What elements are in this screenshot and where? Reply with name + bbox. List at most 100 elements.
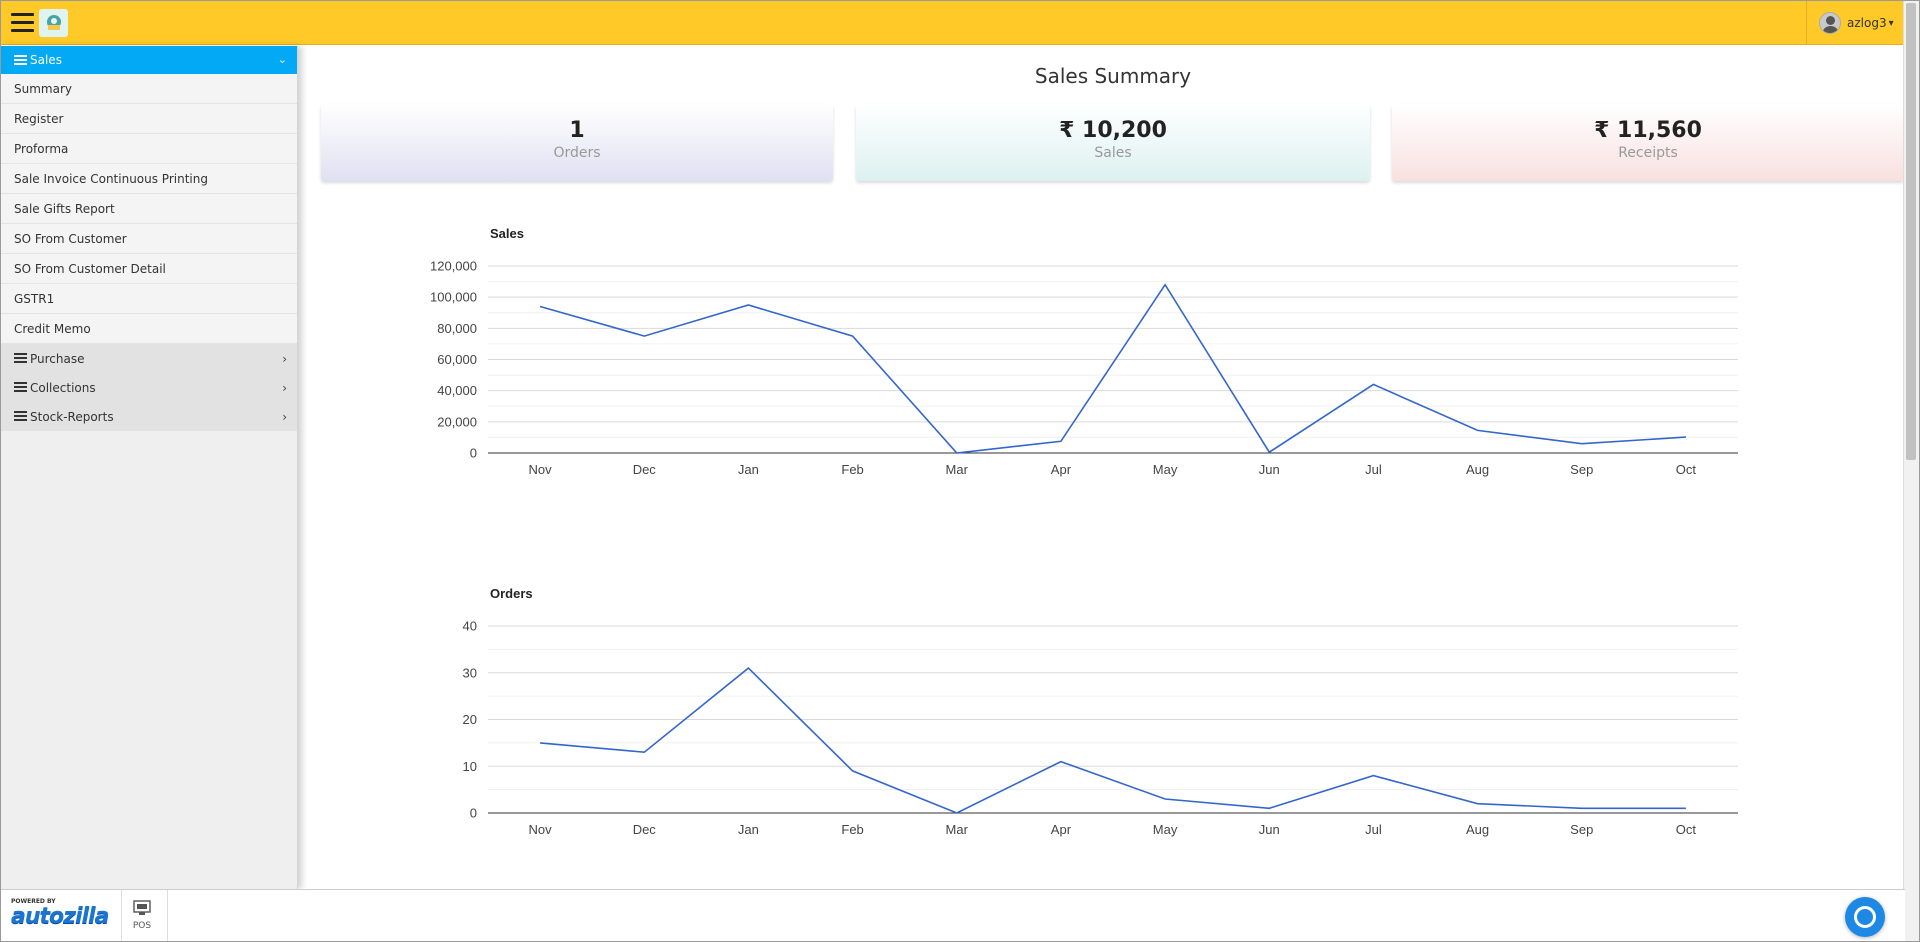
brand-name: autozilla xyxy=(11,904,109,929)
scrollbar-thumb[interactable] xyxy=(1906,3,1916,460)
sales-label: Sales xyxy=(1094,145,1132,161)
sales-submenu: Summary Register Proforma Sale Invoice C… xyxy=(1,74,297,344)
y-tick-label: 80,000 xyxy=(437,321,477,336)
sidebar-menu-sales[interactable]: Sales ⌄ xyxy=(1,46,297,74)
sidebar-item-sale-gifts-report[interactable]: Sale Gifts Report xyxy=(1,194,297,224)
data-point[interactable] xyxy=(1163,796,1168,801)
data-point[interactable] xyxy=(954,451,959,456)
sidebar-group-label: Stock-Reports xyxy=(30,409,114,424)
sidebar-item-so-from-customer-detail[interactable]: SO From Customer Detail xyxy=(1,254,297,284)
data-point[interactable] xyxy=(850,768,855,773)
orders-label: Orders xyxy=(553,145,601,161)
sales-card[interactable]: ₹ 10,200 Sales xyxy=(856,104,1370,181)
y-tick-label: 40 xyxy=(463,619,477,634)
data-point[interactable] xyxy=(954,811,959,816)
app-logo-icon[interactable] xyxy=(39,9,68,37)
main-content: Sales Summary 1 Orders ₹ 10,200 Sales ₹ … xyxy=(298,46,1905,889)
x-tick-label: Sep xyxy=(1570,462,1593,477)
data-point[interactable] xyxy=(642,750,647,755)
data-point[interactable] xyxy=(538,740,543,745)
x-tick-label: Apr xyxy=(1051,462,1072,477)
sidebar-group-label: Purchase xyxy=(30,351,85,366)
data-point[interactable] xyxy=(1579,441,1584,446)
sidebar-item-so-from-customer[interactable]: SO From Customer xyxy=(1,224,297,254)
menu-list-icon xyxy=(14,54,27,66)
data-point[interactable] xyxy=(1058,759,1063,764)
hamburger-icon[interactable] xyxy=(11,13,34,33)
x-tick-label: Jan xyxy=(738,822,759,837)
receipts-card[interactable]: ₹ 11,560 Receipts xyxy=(1392,104,1904,181)
orders-card[interactable]: 1 Orders xyxy=(321,104,833,181)
pos-button[interactable]: POS xyxy=(127,900,157,931)
data-point[interactable] xyxy=(850,334,855,339)
y-tick-label: 40,000 xyxy=(437,383,477,398)
sidebar-group-collections[interactable]: Collections › xyxy=(1,373,297,402)
chevron-down-icon: ⌄ xyxy=(277,53,287,66)
data-point[interactable] xyxy=(538,304,543,309)
sidebar-item-register[interactable]: Register xyxy=(1,104,297,134)
data-point[interactable] xyxy=(1371,773,1376,778)
data-point[interactable] xyxy=(746,666,751,671)
chevron-down-icon: ▾ xyxy=(1888,17,1894,29)
chevron-right-icon: › xyxy=(282,380,287,395)
x-tick-label: Jul xyxy=(1365,822,1382,837)
menu-list-icon xyxy=(14,411,27,422)
sidebar-item-credit-memo[interactable]: Credit Memo xyxy=(1,314,297,344)
x-tick-label: Jun xyxy=(1259,822,1280,837)
powered-by-text: POWERED BY xyxy=(11,898,56,905)
chart-title: Sales xyxy=(490,226,524,241)
receipts-label: Receipts xyxy=(1618,145,1678,161)
x-tick-label: Aug xyxy=(1466,462,1489,477)
data-point[interactable] xyxy=(1058,439,1063,444)
data-point[interactable] xyxy=(1475,428,1480,433)
vertical-scrollbar[interactable] xyxy=(1903,1,1919,941)
autozilla-logo: POWERED BY autozilla xyxy=(11,898,121,936)
y-tick-label: 30 xyxy=(463,665,477,680)
x-tick-label: Feb xyxy=(841,462,863,477)
data-point[interactable] xyxy=(1371,382,1376,387)
data-point[interactable] xyxy=(1267,806,1272,811)
x-tick-label: Jul xyxy=(1365,462,1382,477)
chat-icon[interactable] xyxy=(1845,897,1885,937)
data-point[interactable] xyxy=(1163,282,1168,287)
user-avatar-icon xyxy=(1819,12,1841,34)
sales-value: ₹ 10,200 xyxy=(1059,118,1167,143)
sidebar: Sales ⌄ Summary Register Proforma Sale I… xyxy=(1,46,298,889)
x-tick-label: Jan xyxy=(738,462,759,477)
x-tick-label: Apr xyxy=(1051,822,1072,837)
data-point[interactable] xyxy=(746,302,751,307)
pos-label: POS xyxy=(132,921,152,931)
x-tick-label: Dec xyxy=(633,462,657,477)
sidebar-item-proforma[interactable]: Proforma xyxy=(1,134,297,164)
y-tick-label: 20,000 xyxy=(437,414,477,429)
x-tick-label: Oct xyxy=(1676,462,1697,477)
y-tick-label: 0 xyxy=(470,806,477,821)
x-tick-label: Sep xyxy=(1570,822,1593,837)
receipts-value: ₹ 11,560 xyxy=(1594,118,1702,143)
data-point[interactable] xyxy=(1267,450,1272,455)
data-point[interactable] xyxy=(1579,806,1584,811)
x-tick-label: May xyxy=(1153,822,1178,837)
x-tick-label: May xyxy=(1153,462,1178,477)
x-tick-label: Nov xyxy=(529,822,553,837)
data-point[interactable] xyxy=(642,334,647,339)
chart-svg: Orders 0 10 20 30 40 Nov Dec Jan Feb Mar Apr May Jun J… xyxy=(463,586,1738,837)
sidebar-item-summary[interactable]: Summary xyxy=(1,74,297,104)
chart-svg: Sales 0 20,000 40,000 60,000 80,000 100,000 120… xyxy=(430,226,1738,477)
sidebar-item-sale-invoice-continuous-printing[interactable]: Sale Invoice Continuous Printing xyxy=(1,164,297,194)
series-line xyxy=(539,283,1686,454)
data-point[interactable] xyxy=(1683,806,1688,811)
orders-chart: Orders 0 10 20 30 40 Nov Dec Jan Feb Mar Apr May Jun J… xyxy=(298,571,1905,871)
sidebar-menu-label: Sales xyxy=(30,53,62,67)
data-point[interactable] xyxy=(1683,435,1688,440)
x-tick-label: Nov xyxy=(529,462,553,477)
sidebar-item-gstr1[interactable]: GSTR1 xyxy=(1,284,297,314)
sidebar-group-stock-reports[interactable]: Stock-Reports › xyxy=(1,402,297,431)
user-menu[interactable]: azlog3 ▾ xyxy=(1806,1,1905,45)
sales-chart: Sales 0 20,000 40,000 60,000 80,000 100,000 120… xyxy=(298,211,1905,511)
data-point[interactable] xyxy=(1475,801,1480,806)
y-tick-label: 100,000 xyxy=(430,290,477,305)
x-tick-label: Aug xyxy=(1466,822,1489,837)
sidebar-group-purchase[interactable]: Purchase › xyxy=(1,344,297,373)
